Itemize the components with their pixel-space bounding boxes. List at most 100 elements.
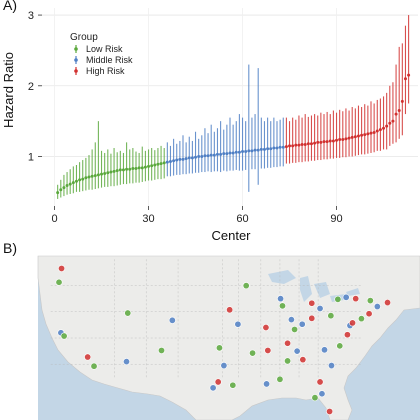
hr-point bbox=[309, 142, 313, 146]
hr-point bbox=[200, 155, 204, 158]
hr-point bbox=[175, 158, 179, 162]
hr-point bbox=[338, 138, 342, 142]
legend-label: Middle Risk bbox=[86, 55, 133, 65]
center-marker bbox=[276, 375, 284, 383]
center-marker bbox=[299, 356, 307, 364]
center-marker bbox=[327, 312, 335, 320]
hr-point bbox=[181, 157, 185, 161]
great-lakes bbox=[268, 270, 360, 302]
center-marker bbox=[343, 331, 351, 339]
center-marker bbox=[215, 344, 223, 352]
hr-point bbox=[194, 155, 198, 159]
hr-point bbox=[100, 172, 104, 176]
hr-point bbox=[322, 140, 326, 144]
center-marker bbox=[84, 353, 92, 361]
center-marker bbox=[366, 297, 374, 305]
hr-point bbox=[168, 159, 172, 163]
hr-point bbox=[178, 157, 182, 161]
hr-point bbox=[303, 142, 307, 146]
hr-point bbox=[319, 140, 323, 144]
center-marker bbox=[352, 295, 360, 303]
hr-point bbox=[253, 148, 257, 152]
center-marker bbox=[357, 315, 365, 323]
hr-point bbox=[350, 135, 354, 139]
hr-point bbox=[159, 162, 163, 166]
center-marker bbox=[316, 304, 324, 312]
hr-point bbox=[403, 77, 407, 81]
hr-point bbox=[363, 133, 367, 137]
hr-point bbox=[388, 121, 392, 125]
us-landmass bbox=[37, 255, 420, 420]
hr-point bbox=[281, 145, 285, 149]
hr-point bbox=[375, 129, 379, 133]
center-marker bbox=[58, 264, 66, 272]
y-tick-labels: 1 2 3 bbox=[28, 10, 42, 164]
y-tick-label: 3 bbox=[28, 10, 34, 22]
confidence-intervals bbox=[57, 15, 410, 199]
center-marker bbox=[342, 293, 350, 301]
hr-point bbox=[234, 150, 238, 154]
hr-point bbox=[65, 183, 69, 187]
hr-point bbox=[284, 145, 288, 149]
hr-point bbox=[291, 144, 295, 148]
hr-point bbox=[112, 169, 116, 173]
center-marker bbox=[277, 295, 285, 303]
center-marker bbox=[365, 310, 373, 318]
legend-title: Group bbox=[70, 32, 98, 43]
hr-point bbox=[325, 140, 329, 144]
center-marker bbox=[278, 302, 286, 310]
hr-point bbox=[190, 156, 194, 160]
hr-point bbox=[360, 133, 364, 137]
hr-point bbox=[269, 147, 273, 151]
legend-swatch-point bbox=[74, 69, 78, 73]
hr-point bbox=[300, 142, 304, 146]
hr-point bbox=[68, 182, 72, 186]
hr-point bbox=[378, 128, 382, 132]
center-marker bbox=[334, 295, 342, 303]
hr-point bbox=[131, 167, 135, 171]
hr-point bbox=[96, 173, 100, 177]
hr-point bbox=[84, 176, 88, 180]
hr-point bbox=[121, 168, 125, 172]
center-marker bbox=[122, 358, 130, 366]
hr-point bbox=[125, 167, 129, 171]
hr-point bbox=[347, 136, 351, 140]
center-marker bbox=[242, 282, 250, 290]
center-marker bbox=[55, 278, 63, 286]
hr-point bbox=[197, 155, 201, 158]
center-marker bbox=[60, 332, 68, 340]
center-marker bbox=[220, 362, 228, 370]
hr-point bbox=[59, 188, 63, 192]
center-marker bbox=[284, 339, 292, 347]
center-marker bbox=[308, 314, 316, 322]
hr-point bbox=[241, 150, 245, 154]
hr-point bbox=[203, 154, 207, 158]
hr-point bbox=[156, 162, 160, 166]
y-tick-label: 1 bbox=[28, 152, 34, 164]
center-marker bbox=[298, 320, 306, 328]
center-marker bbox=[124, 309, 132, 317]
hr-point bbox=[294, 143, 298, 147]
center-marker bbox=[384, 299, 392, 307]
hr-point bbox=[400, 99, 404, 103]
hr-point bbox=[228, 151, 232, 155]
x-tick-label: 30 bbox=[142, 213, 154, 225]
hr-point bbox=[278, 145, 282, 149]
hr-point bbox=[137, 166, 141, 170]
hr-point bbox=[275, 146, 279, 150]
x-tick-label: 90 bbox=[330, 213, 342, 225]
x-axis-title: Center bbox=[211, 228, 251, 240]
x-tick-labels: 0 30 60 90 bbox=[51, 206, 343, 225]
center-marker bbox=[316, 378, 324, 386]
hr-point bbox=[115, 169, 119, 173]
center-marker bbox=[373, 303, 381, 311]
center-marker bbox=[168, 316, 176, 324]
hr-point bbox=[215, 152, 219, 156]
hr-point bbox=[78, 178, 82, 182]
hr-point bbox=[172, 159, 176, 163]
hr-point bbox=[134, 167, 138, 171]
center-marker bbox=[293, 347, 301, 355]
hr-point bbox=[356, 134, 360, 138]
hr-point bbox=[212, 153, 216, 157]
center-marker bbox=[226, 306, 234, 314]
